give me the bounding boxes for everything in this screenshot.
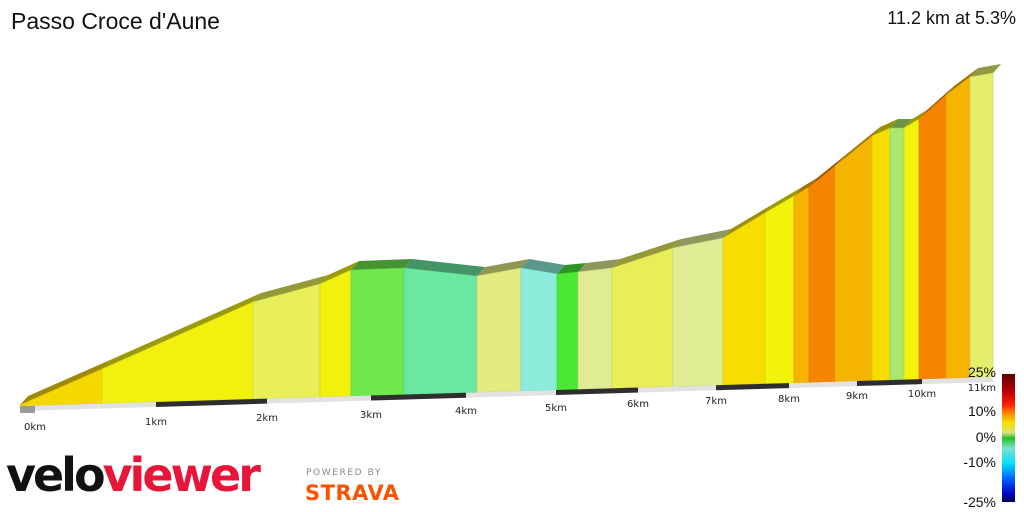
powered-by-label: POWERED BY bbox=[306, 468, 383, 478]
segment-top-bevel bbox=[890, 119, 913, 128]
gradient-segment[interactable] bbox=[556, 271, 579, 391]
km-band bbox=[922, 377, 993, 385]
gradient-segment[interactable] bbox=[834, 135, 873, 383]
legend-label-max: 25% bbox=[967, 364, 996, 380]
km-tick-label: 2km bbox=[256, 413, 278, 424]
start-marker bbox=[20, 406, 35, 413]
gradient-segment[interactable] bbox=[969, 72, 994, 378]
legend-end-km: 11km bbox=[967, 383, 996, 394]
strava-logo[interactable]: STRAVA bbox=[305, 481, 400, 505]
gradient-segment[interactable] bbox=[793, 186, 810, 384]
km-tick-label: 10km bbox=[908, 389, 936, 400]
legend-label-min: -25% bbox=[963, 494, 996, 510]
segment-top-bevel bbox=[320, 261, 360, 284]
gradient-segment[interactable] bbox=[520, 267, 558, 392]
km-tick-label: 4km bbox=[455, 406, 477, 417]
gradient-segment[interactable] bbox=[672, 237, 724, 387]
km-tick-labels: 0km 1km 2km 3km 4km 5km 6km 7km 8km 9km 10km bbox=[24, 389, 936, 433]
segment-top-bevel bbox=[904, 110, 928, 128]
climb-summary: 11.2 km at 5.3% bbox=[887, 8, 1016, 28]
segment-top-bevel bbox=[557, 263, 587, 274]
km-tick-label: 8km bbox=[778, 394, 800, 405]
climb-title: Passo Croce d'Aune bbox=[11, 8, 220, 34]
segment-top-bevel bbox=[102, 293, 262, 369]
legend-label-neg10: -10% bbox=[963, 454, 996, 470]
legend-label-10: 10% bbox=[967, 403, 996, 419]
segment-top-bevel bbox=[809, 157, 844, 187]
gradient-segment[interactable] bbox=[476, 267, 522, 393]
km-tick-label: 9km bbox=[846, 391, 868, 402]
gradient-segment[interactable] bbox=[889, 127, 905, 381]
km-tick-label: 7km bbox=[705, 396, 727, 407]
km-tick-label: 3km bbox=[360, 410, 382, 421]
segment-top-bevel bbox=[794, 178, 818, 196]
gradient-segment[interactable] bbox=[808, 165, 836, 383]
legend-label-0: 0% bbox=[975, 429, 996, 445]
gradient-segment[interactable] bbox=[764, 195, 795, 385]
km-band bbox=[716, 383, 789, 391]
gradient-segment[interactable] bbox=[611, 247, 674, 389]
km-tick-label: 5km bbox=[545, 403, 567, 414]
segment-top-bevel bbox=[477, 259, 530, 276]
segment-top-bevel bbox=[872, 119, 899, 136]
segment-top-bevel bbox=[723, 204, 774, 238]
gradient-segment[interactable] bbox=[918, 94, 947, 380]
segment-top-bevel bbox=[919, 86, 955, 119]
gradient-segment[interactable] bbox=[350, 267, 405, 397]
gradient-segment[interactable] bbox=[101, 301, 254, 404]
logo-velo-text: velo bbox=[6, 448, 106, 502]
km-tick-label: 1km bbox=[145, 417, 167, 428]
segment-top-bevel bbox=[521, 259, 566, 274]
km-tick-label: 0km bbox=[24, 422, 46, 433]
segment-top-bevel bbox=[970, 64, 1002, 77]
segment-top-bevel bbox=[578, 259, 621, 272]
km-band bbox=[857, 379, 922, 387]
segment-top-bevel bbox=[404, 259, 486, 276]
km-band bbox=[20, 401, 156, 411]
gradient-segment[interactable] bbox=[252, 283, 321, 400]
segment-top-bevel bbox=[612, 239, 682, 268]
km-band bbox=[789, 381, 857, 389]
gradient-segment[interactable] bbox=[945, 76, 971, 379]
segment-top-bevel bbox=[253, 275, 329, 302]
gradient-segment[interactable] bbox=[403, 267, 478, 395]
km-band bbox=[267, 395, 371, 404]
distance-baseline bbox=[20, 377, 993, 413]
km-band bbox=[466, 390, 556, 398]
segment-top-bevel bbox=[946, 68, 979, 95]
segment-top-bevel bbox=[765, 187, 803, 213]
profile-segments bbox=[19, 64, 1002, 407]
gradient-segment[interactable] bbox=[319, 269, 352, 398]
segment-top-bevel bbox=[835, 127, 881, 166]
segment-top-bevel bbox=[673, 229, 732, 248]
gradient-segment[interactable] bbox=[722, 212, 766, 386]
logo-viewer-text: viewer bbox=[102, 448, 261, 502]
gradient-segment[interactable] bbox=[577, 267, 613, 390]
gradient-segment[interactable] bbox=[903, 118, 920, 380]
km-band bbox=[638, 385, 716, 393]
km-band bbox=[156, 398, 267, 407]
km-tick-label: 6km bbox=[627, 399, 649, 410]
km-band bbox=[371, 392, 466, 401]
veloviewer-logo[interactable]: veloviewer bbox=[6, 452, 261, 498]
km-band bbox=[556, 387, 638, 396]
gradient-segment[interactable] bbox=[871, 127, 891, 381]
segment-top-bevel bbox=[351, 259, 413, 270]
gradient-segment[interactable] bbox=[19, 368, 103, 407]
gradient-color-scale bbox=[1002, 374, 1015, 502]
segment-top-bevel bbox=[20, 360, 111, 405]
